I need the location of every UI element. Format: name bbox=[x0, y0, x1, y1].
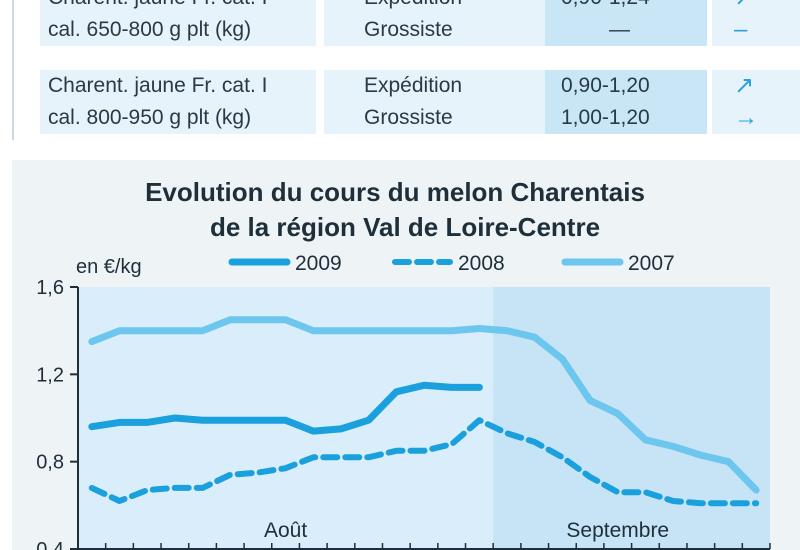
y-tick-label: 1,6 bbox=[36, 277, 64, 299]
product-cell: Charent. jaune Fr. cat. I cal. 650-800 g… bbox=[40, 0, 316, 46]
legend-label-2009: 2009 bbox=[295, 252, 342, 275]
chart-title-line1: Evolution du cours du melon Charentais bbox=[145, 177, 645, 207]
stage-line2: Grossiste bbox=[364, 18, 453, 41]
trend-right-icon: → bbox=[734, 104, 758, 131]
table-row: Charent. jaune Fr. cat. I cal. 650-800 g… bbox=[40, 0, 800, 46]
septembre-band bbox=[493, 287, 770, 549]
series-line-2007 bbox=[88, 316, 760, 494]
trend-cell: ↗ – bbox=[712, 0, 800, 46]
stage-cell: Expédition Grossiste bbox=[324, 70, 574, 134]
y-tick-label: 1,2 bbox=[36, 364, 64, 386]
stage-line1: Expédition bbox=[364, 0, 462, 12]
series-line-2008 bbox=[88, 417, 760, 507]
trend-cell: ↗ → bbox=[712, 70, 800, 134]
price-line1: 0,90-1,24 bbox=[561, 0, 650, 12]
price-line1: 0,90-1,20 bbox=[561, 74, 650, 97]
price-cell: 0,90-1,20 1,00-1,20 bbox=[545, 70, 707, 134]
x-period-label: Septembre bbox=[566, 519, 669, 542]
product-line1: Charent. jaune Fr. cat. I bbox=[48, 0, 267, 12]
trend-up-icon: ↗ bbox=[734, 0, 754, 12]
price-line2: — bbox=[609, 18, 630, 41]
product-line2: cal. 800-950 g plt (kg) bbox=[48, 106, 252, 129]
legend-label-2007: 2007 bbox=[628, 252, 675, 275]
product-cell: Charent. jaune Fr. cat. I cal. 800-950 g… bbox=[40, 70, 316, 134]
table-row: Charent. jaune Fr. cat. I cal. 800-950 g… bbox=[40, 70, 800, 134]
y-tick-label: 0,8 bbox=[36, 452, 64, 474]
legend-label-2008: 2008 bbox=[458, 252, 505, 275]
table-left-rule bbox=[12, 0, 14, 140]
stage-line1: Expédition bbox=[364, 74, 463, 97]
product-line2: cal. 650-800 g plt (kg) bbox=[48, 18, 252, 41]
product-line1: Charent. jaune Fr. cat. I bbox=[48, 74, 268, 97]
stage-cell: Expédition Grossiste bbox=[324, 0, 574, 46]
trend-up-icon: ↗ bbox=[734, 72, 755, 99]
price-line2: 1,00-1,20 bbox=[561, 106, 650, 129]
y-axis-label: en €/kg bbox=[76, 256, 142, 278]
chart-title-line2: de la région Val de Loire-Centre bbox=[209, 212, 601, 242]
price-table: Charent. jaune Fr. cat. I cal. 650-800 g… bbox=[0, 0, 800, 145]
trend-flat-icon: – bbox=[734, 16, 748, 43]
price-cell: 0,90-1,24 — bbox=[545, 0, 707, 46]
stage-line2: Grossiste bbox=[364, 106, 453, 129]
x-period-label: Août bbox=[264, 519, 307, 542]
series-line-2009 bbox=[88, 381, 483, 435]
y-tick-label: 0,4 bbox=[36, 539, 64, 550]
